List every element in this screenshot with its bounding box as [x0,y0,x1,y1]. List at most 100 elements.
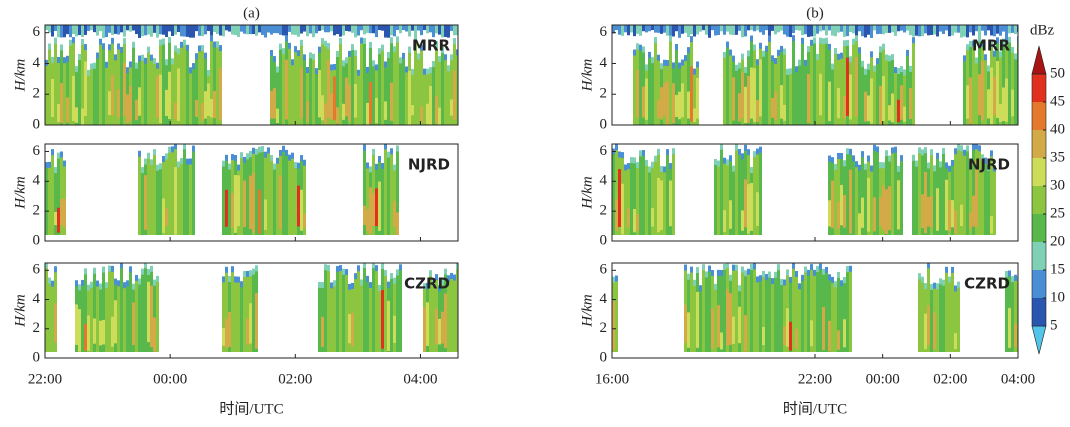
field-cell [384,149,387,235]
field-cell [384,25,387,38]
field-cell [345,77,348,117]
colorbar-band [1032,270,1046,298]
y-tick-label: 2 [600,320,608,336]
field-cell [660,25,663,34]
field-cell [825,272,828,352]
field-cell [183,149,186,235]
field-cell [897,99,900,123]
field-cell [774,25,777,35]
field-cell [204,25,207,35]
field-cell [444,60,447,125]
field-cell [927,25,930,36]
field-cell [78,60,81,125]
field-cell [852,161,855,235]
field-cell [639,156,642,235]
field-cell [354,279,357,352]
field-cell [753,68,756,122]
field-cell [399,25,402,34]
field-cell [189,25,192,38]
field-cell [369,187,372,235]
instrument-label: NJRD [968,156,1010,174]
field-cell [312,25,315,38]
field-cell [96,25,99,36]
y-tick-label: 0 [600,349,608,365]
field-cell [837,158,840,235]
field-cell [423,25,426,31]
x-tick-label: 22:00 [28,371,62,387]
field-cell [930,289,933,352]
field-cell [744,86,747,124]
field-cell [756,65,759,125]
field-cell [297,25,300,37]
field-cell [390,25,393,36]
field-cell [240,25,243,32]
field-cell [792,41,795,125]
field-cell [108,91,111,116]
field-cell [153,317,156,352]
field-cell [1014,323,1017,348]
field-cell [132,302,135,346]
field-cell [771,97,774,118]
field-cell [837,277,840,352]
field-cell [735,25,738,35]
field-cell [90,287,93,352]
field-cell [915,25,918,36]
y-tick-label: 2 [600,203,608,219]
field-cell [966,25,969,38]
field-cell [273,169,276,235]
field-cell [300,25,303,34]
field-cell [375,97,378,124]
field-cell [798,25,801,31]
field-cell [879,85,882,125]
colorbar-tip [1031,45,1047,75]
field-cell [405,72,408,125]
field-cell [138,25,141,38]
field-cell [999,104,1002,122]
field-cell [741,159,744,235]
field-cell [279,175,282,230]
field-cell [96,286,99,352]
field-cell [171,64,174,125]
field-cell [804,272,807,352]
field-cell [339,25,342,37]
field-cell [54,212,57,226]
field-cell [261,25,264,35]
field-cell [426,302,429,346]
field-cell [930,155,933,235]
field-cell [729,55,732,125]
field-cell [780,284,783,352]
field-cell [702,25,705,31]
field-cell [306,101,309,122]
field-cell [642,156,645,235]
field-cell [720,275,723,352]
field-cell [882,185,885,231]
field-cell [375,271,378,352]
field-cell [642,25,645,32]
field-cell [738,154,741,235]
field-cell [432,286,435,352]
field-cell [60,198,63,226]
colorbar-band [1032,130,1046,158]
field-cell [132,25,135,31]
field-cell [237,25,240,37]
field-cell [714,164,717,235]
field-cell [45,268,48,352]
field-cell [939,25,942,32]
field-cell [738,25,741,31]
field-cell [873,25,876,31]
field-cell [942,25,945,34]
field-cell [420,50,423,125]
field-cell [363,43,366,125]
colorbar-band [1032,298,1046,326]
field-cell [150,25,153,37]
field-cell [279,25,282,35]
field-cell [150,285,153,348]
field-cell [924,25,927,34]
field-cell [978,74,981,116]
field-cell [756,192,759,226]
field-cell [816,25,819,34]
field-cell [174,51,177,125]
field-cell [156,281,159,352]
field-cell [972,150,975,235]
